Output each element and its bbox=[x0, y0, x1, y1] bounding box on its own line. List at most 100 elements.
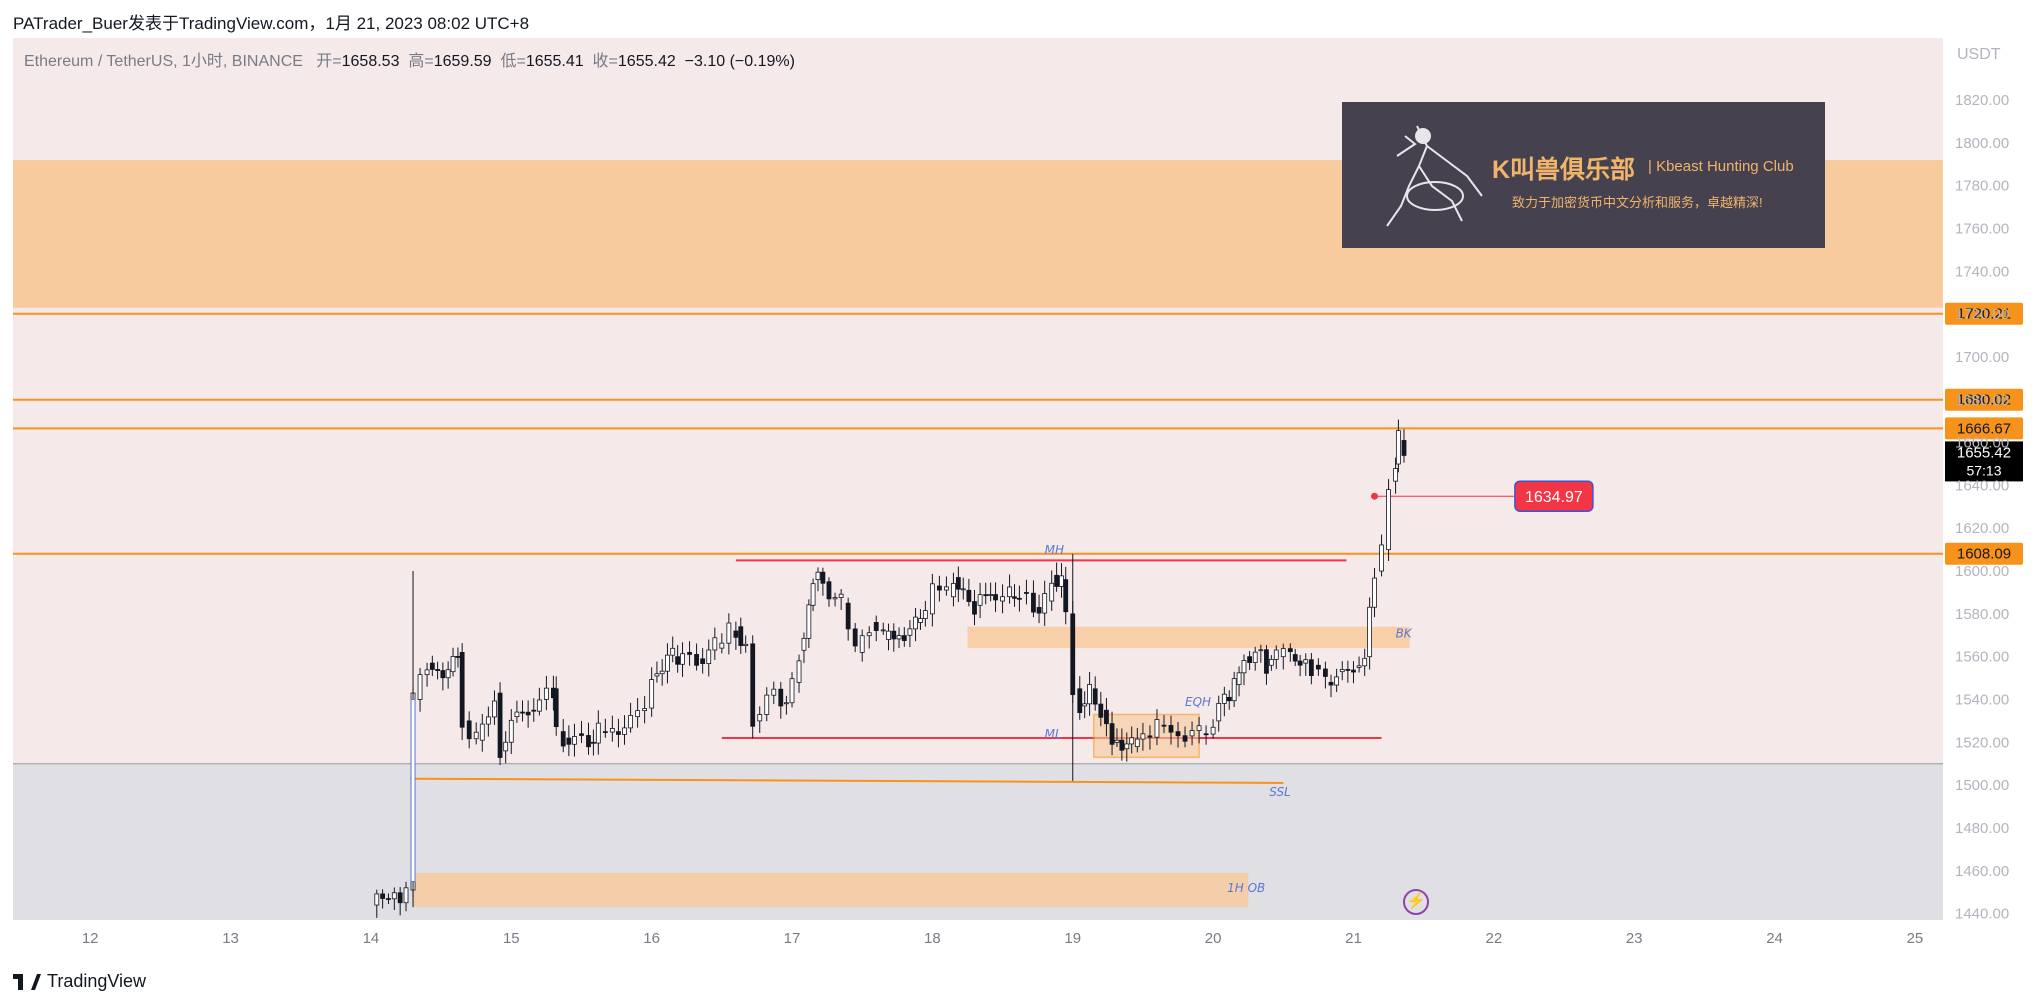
candle-body bbox=[397, 892, 403, 904]
candle-body bbox=[719, 642, 725, 649]
zone-bk bbox=[967, 626, 1410, 649]
candle-body bbox=[1098, 703, 1104, 718]
candle-body bbox=[1292, 654, 1298, 662]
change-value: −3.10 (−0.19%) bbox=[684, 53, 795, 70]
candle-body bbox=[1236, 672, 1242, 685]
candle-body bbox=[1049, 582, 1055, 602]
tradingview-logo[interactable]: TradingView bbox=[13, 971, 146, 992]
level-tag-1608.09 bbox=[1945, 542, 2023, 565]
candle-body bbox=[508, 719, 514, 743]
candle-body bbox=[1140, 733, 1146, 740]
candle-body bbox=[435, 669, 441, 671]
y-tick-label: 1780.00 bbox=[1955, 178, 2009, 195]
candle-body bbox=[1362, 657, 1368, 667]
candle-body bbox=[466, 720, 472, 740]
y-tick-label: 1660.00 bbox=[1955, 435, 2009, 452]
candle-body bbox=[896, 635, 902, 640]
high-value: 1659.59 bbox=[433, 53, 492, 70]
x-tick-label: 16 bbox=[643, 930, 660, 947]
x-tick-label: 24 bbox=[1766, 930, 1783, 947]
candle-body bbox=[1241, 660, 1247, 674]
club-title: K叫兽俱乐部 bbox=[1492, 156, 1636, 184]
candle-body bbox=[492, 700, 497, 718]
candle-body bbox=[1017, 597, 1022, 600]
candle-body bbox=[1092, 688, 1098, 705]
candle-body bbox=[1124, 743, 1130, 750]
annotation-1h-ob: 1H OB bbox=[1227, 881, 1265, 895]
alert-tag[interactable] bbox=[1514, 480, 1594, 512]
y-tick-label: 1820.00 bbox=[1955, 92, 2009, 109]
candle-body bbox=[845, 602, 851, 630]
price-axis: 1440.00 1460.00 1480.00 1500.00 1520.00 1540.… bbox=[1955, 92, 2009, 922]
level-tag-1720.21 bbox=[1945, 302, 2023, 325]
candle-body bbox=[801, 637, 807, 651]
time-axis-bg bbox=[13, 920, 1943, 959]
symbol-name[interactable]: Ethereum / TetherUS, 1小时, BINANCE bbox=[24, 53, 303, 70]
low-value: 1655.41 bbox=[525, 53, 584, 70]
y-tick-label: 1460.00 bbox=[1955, 863, 2009, 880]
candle-body bbox=[459, 652, 465, 728]
candle-body bbox=[1082, 703, 1088, 707]
candle-body bbox=[1287, 648, 1293, 653]
level-tag-1680.02 bbox=[1945, 388, 2023, 411]
candle-body bbox=[1372, 577, 1377, 608]
level-tag-text: 1720.21 bbox=[1957, 306, 2011, 323]
candle-body bbox=[424, 669, 430, 676]
y-tick-label: 1760.00 bbox=[1955, 221, 2009, 238]
candle-body bbox=[1012, 596, 1017, 599]
annotations: MH ML EQH SSL BK 1H OB bbox=[1045, 543, 1413, 895]
candle-body bbox=[1297, 660, 1303, 666]
candle-body bbox=[514, 711, 520, 718]
candle-body bbox=[1161, 724, 1167, 727]
candle-body bbox=[820, 571, 826, 584]
candle-body bbox=[417, 674, 423, 700]
candle-body bbox=[642, 708, 648, 712]
candle-body bbox=[838, 593, 844, 598]
candle-body bbox=[440, 670, 446, 679]
x-tick-label: 23 bbox=[1626, 930, 1643, 947]
x-tick-label: 22 bbox=[1485, 930, 1502, 947]
candle-body bbox=[993, 594, 998, 601]
y-tick-label: 1740.00 bbox=[1955, 263, 2009, 280]
candle-body bbox=[531, 709, 537, 712]
candle-body bbox=[1247, 656, 1253, 663]
candle-body bbox=[1345, 669, 1351, 671]
candle-body bbox=[1334, 676, 1340, 686]
candle-body bbox=[1273, 649, 1279, 660]
candle-body bbox=[380, 893, 386, 899]
candle-body bbox=[815, 571, 821, 581]
chart-plot[interactable]: 1720.211680.021666.671608.091655.4257:13… bbox=[13, 38, 2027, 959]
candle-body bbox=[944, 586, 949, 591]
annotation-ml: ML bbox=[1045, 727, 1062, 741]
alert-dot[interactable] bbox=[1371, 492, 1379, 500]
y-tick-label: 1500.00 bbox=[1955, 777, 2009, 794]
alert-price-text: 1634.97 bbox=[1525, 489, 1583, 506]
candle-body bbox=[757, 714, 763, 722]
candle-body bbox=[1129, 737, 1135, 745]
lightning-icon[interactable]: ⚡ bbox=[1403, 889, 1429, 915]
candle-body bbox=[1226, 696, 1232, 702]
candlesticks bbox=[374, 419, 1407, 918]
y-tick-label: 1540.00 bbox=[1955, 692, 2009, 709]
warrior-logo-icon bbox=[1386, 125, 1483, 227]
candle-body bbox=[1339, 669, 1345, 673]
candle-body bbox=[591, 741, 596, 744]
candle-body bbox=[560, 731, 566, 747]
candle-body bbox=[579, 733, 584, 736]
candle-body bbox=[960, 588, 966, 591]
x-tick-label: 20 bbox=[1205, 930, 1222, 947]
candle-body bbox=[972, 601, 977, 615]
candle-body bbox=[918, 618, 923, 623]
level-tag-1666.67 bbox=[1945, 417, 2023, 440]
candle-body bbox=[1308, 659, 1314, 676]
candle-body bbox=[866, 632, 872, 637]
candle-body bbox=[586, 735, 591, 748]
candle-body bbox=[543, 687, 549, 700]
zone-1h-ob bbox=[413, 872, 1249, 908]
candle-body bbox=[1221, 693, 1227, 704]
candle-body bbox=[1351, 669, 1356, 673]
candle-body bbox=[566, 737, 572, 745]
level-tag-text: 1666.67 bbox=[1957, 420, 2011, 437]
low-label: 低= bbox=[500, 53, 526, 70]
candle-body bbox=[738, 626, 744, 646]
